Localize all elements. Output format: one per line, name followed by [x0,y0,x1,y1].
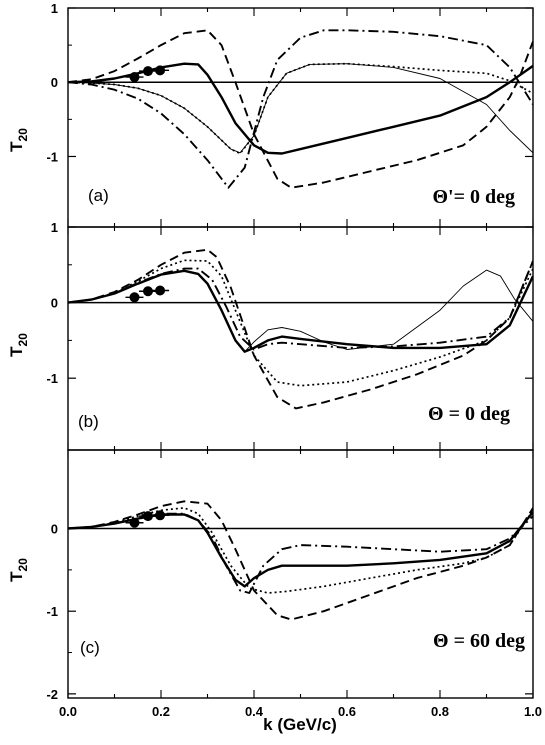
panel-0-series-dashed [68,29,533,189]
panel-a-tag: (a) [88,186,109,205]
panel-1-ytick-label-2: -1 [46,371,58,386]
panel-1-data-point-1 [142,286,153,297]
panel-c-ylabel-sub: 20 [16,558,30,572]
panel-0-ytick-label-0: 1 [51,1,58,16]
xtick-label-0: 0.0 [59,704,77,719]
panel-1-ytick-label-0: 1 [51,220,58,235]
panel-2-series-dotted [68,507,533,594]
panel-c-angle-label: Θ = 60 deg [433,630,525,652]
svg-text:T20: T20 [7,128,30,152]
xtick-label-4: 0.8 [431,704,449,719]
panel-b-ylabel: T20 [7,333,30,357]
panel-0-data-point-0 [129,72,140,83]
x-axis-label: k (GeV/c) [263,715,337,734]
panel-0-ytick-label-1: 0 [51,75,58,90]
svg-text:T20: T20 [7,558,30,582]
panel-2-data-point-1 [142,511,153,522]
panel-0-plot-area [68,29,533,189]
panel-c-ylabel: T20 [7,558,30,582]
panel-c-ylabel-main: T [7,571,26,582]
panel-2: 0 -1 -2 [46,449,534,702]
panel-1-series-solid-thin [68,269,533,353]
panel-a-angle-label: Θ'= 0 deg [432,186,515,208]
panel-2-data-point-0 [129,517,140,528]
xtick-label-2: 0.4 [245,704,264,719]
panel-2-ytick-label-1: -1 [46,604,58,619]
svg-text:T20: T20 [7,333,30,357]
panel-1-data-point-0 [129,292,140,303]
panel-0-ytick-label-2: -1 [46,149,58,164]
panel-b-tag: (b) [78,412,99,431]
panel-0-data-point-1 [142,66,153,77]
panel-a-ylabel-main: T [7,141,26,152]
xtick-label-1: 0.2 [152,704,170,719]
panel-2-frame [67,449,534,699]
xtick-label-5: 1.0 [524,704,542,719]
panel-0-data-point-2 [155,65,166,76]
panel-1-data-point-2 [155,285,166,296]
panel-1: 1 0 -1 [46,220,534,451]
panel-b-ylabel-main: T [7,346,26,357]
plot-layer: 1 0 -1 1 0 -1 0 -1 -20.0 0.2 0.4 0.6 0.8 1.0 [46,1,542,719]
panel-2-ytick-label-0: 0 [51,522,58,537]
panel-2-data-point-2 [155,510,166,521]
panel-2-series-dashed [68,500,533,621]
panel-b-ylabel-sub: 20 [16,333,30,347]
panel-0-series-solid-thick [68,62,533,155]
panel-0-series-dash-dot [68,29,533,189]
panel-1-plot-area [68,248,533,410]
panel-1-ytick-label-1: 0 [51,296,58,311]
panel-0-series-dotted [68,62,533,155]
panel-1-series-dashed [68,248,533,410]
panel-a-ylabel: T20 [7,128,30,152]
panel-b-angle-label: Θ = 0 deg [428,403,510,425]
panel-a-ylabel-sub: 20 [16,128,30,142]
panel-2-series-dash-dot [68,512,533,594]
xtick-label-3: 0.6 [338,704,356,719]
panel-1-series-dash-dot [68,260,533,351]
panel-2-ytick-label-2: -2 [46,687,58,702]
panel-c-tag: (c) [80,638,100,657]
